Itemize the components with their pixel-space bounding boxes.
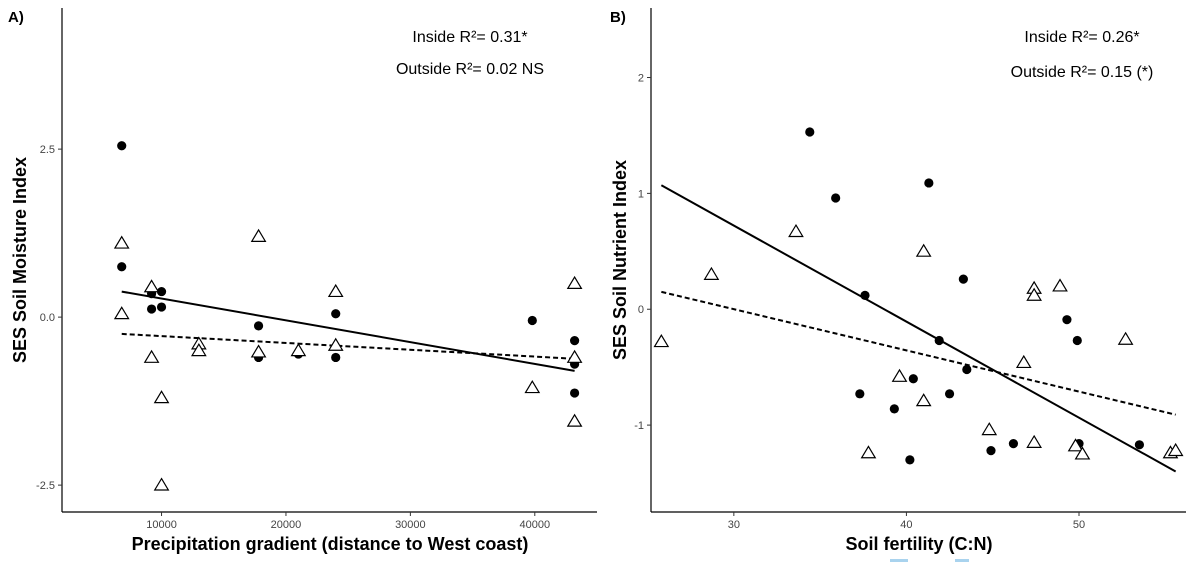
x-tick-label: 40: [900, 519, 912, 531]
panel-a-ticks: 10000 20000 30000 40000 -2.5 0.0 2.5: [36, 144, 550, 531]
fit-line-outside: [661, 290, 1176, 416]
panel-a-letter: A): [8, 9, 24, 26]
data-point-inside: [831, 193, 841, 203]
data-point-inside: [855, 389, 865, 399]
y-tick-label: 0.0: [40, 312, 55, 324]
panel-b-fit-lines: [660, 184, 1177, 473]
fit-line-outside: [121, 332, 575, 360]
decorative-mark: [955, 559, 969, 562]
panel-a-annotation-inside: Inside R²= 0.31*: [412, 29, 527, 46]
data-point-outside: [327, 283, 344, 298]
decorative-mark: [890, 559, 908, 562]
data-point-outside: [1026, 434, 1042, 448]
fit-line-inside: [660, 184, 1177, 473]
data-point-inside: [570, 388, 580, 398]
data-point-outside: [191, 343, 207, 357]
data-point-outside: [1117, 331, 1134, 345]
data-point-outside: [566, 349, 583, 363]
data-point-inside: [146, 304, 157, 314]
data-point-outside: [327, 337, 344, 351]
panel-a-points: [113, 141, 583, 491]
x-tick-label: 30000: [395, 519, 426, 531]
data-point-inside: [331, 352, 341, 363]
panel-b-annotation-inside: Inside R²= 0.26*: [1024, 29, 1139, 46]
data-point-outside: [981, 422, 998, 436]
y-tick-label: -1: [634, 420, 644, 432]
data-point-inside: [958, 274, 968, 284]
panel-b-annotation-outside: Outside R²= 0.15 (*): [1011, 64, 1154, 81]
data-point-outside: [891, 368, 908, 382]
data-point-inside: [156, 286, 167, 297]
data-point-outside: [915, 243, 932, 257]
x-tick-label: 10000: [146, 519, 177, 531]
data-point-outside: [153, 477, 170, 491]
panel-a: A) 10000 20000 30000 40000 -2.5 0.0 2.5 Inside…: [8, 8, 597, 554]
data-point-outside: [1067, 438, 1084, 452]
panel-a-y-axis-title: SES Soil Moisture Index: [10, 157, 30, 363]
data-point-outside: [143, 349, 160, 363]
data-point-inside: [860, 290, 870, 300]
data-point-outside: [653, 334, 670, 348]
data-point-outside: [1074, 446, 1091, 460]
y-tick-label: 1: [638, 188, 644, 200]
data-point-outside: [250, 228, 267, 242]
x-tick-label: 40000: [519, 519, 550, 531]
data-point-inside: [934, 335, 944, 346]
y-tick-label: 2: [638, 73, 644, 85]
data-point-inside: [156, 302, 167, 312]
data-point-outside: [153, 390, 170, 404]
fit-line-inside: [121, 290, 575, 372]
data-point-outside: [566, 413, 583, 427]
panel-b: B) 30 40 50 -1 0 1 2 Inside R²= 0.26* Outside …: [610, 8, 1186, 554]
data-point-inside: [331, 309, 341, 319]
data-point-outside: [1015, 354, 1032, 369]
y-tick-label: 2.5: [40, 144, 55, 156]
data-point-inside: [962, 364, 972, 375]
data-point-inside: [986, 445, 996, 456]
data-point-inside: [908, 374, 918, 384]
data-point-outside: [1026, 287, 1042, 301]
panel-b-letter: B): [610, 9, 626, 26]
data-point-outside: [113, 235, 130, 249]
data-point-inside: [253, 321, 264, 331]
panel-b-ticks: 30 40 50 -1 0 1 2: [634, 73, 1085, 531]
data-point-inside: [527, 315, 537, 326]
data-point-outside: [290, 343, 307, 357]
data-point-inside: [1134, 440, 1145, 450]
data-point-inside: [805, 127, 815, 137]
data-point-inside: [924, 178, 934, 188]
x-tick-label: 50: [1073, 519, 1085, 531]
data-point-inside: [1072, 335, 1082, 346]
panel-b-x-axis-title: Soil fertility (C:N): [846, 534, 993, 554]
data-point-outside: [143, 279, 160, 293]
y-tick-label: 0: [638, 304, 644, 316]
data-point-inside: [1008, 439, 1019, 449]
data-point-outside: [860, 445, 877, 459]
data-point-inside: [570, 336, 580, 346]
data-point-outside: [788, 223, 804, 238]
data-point-outside: [250, 344, 267, 358]
data-point-inside: [117, 141, 127, 151]
data-point-outside: [1052, 278, 1068, 292]
data-point-outside: [1167, 442, 1184, 457]
x-tick-label: 30: [728, 519, 740, 531]
data-point-outside: [566, 275, 583, 289]
data-point-inside: [944, 389, 955, 399]
y-tick-label: -2.5: [36, 480, 55, 492]
data-point-inside: [1062, 315, 1072, 325]
panel-a-x-axis-title: Precipitation gradient (distance to West…: [132, 534, 529, 554]
data-point-inside: [117, 262, 127, 272]
panel-b-y-axis-title: SES Soil Nutrient Index: [610, 160, 630, 360]
data-point-outside: [915, 393, 932, 407]
data-point-outside: [703, 266, 720, 280]
data-point-outside: [113, 306, 130, 320]
data-point-outside: [524, 380, 541, 394]
data-point-inside: [889, 404, 899, 414]
data-point-inside: [905, 455, 915, 465]
x-tick-label: 20000: [271, 519, 302, 531]
panel-a-annotation-outside: Outside R²= 0.02 NS: [396, 61, 544, 78]
panel-b-points: [653, 127, 1184, 465]
panel-a-fit-lines: [121, 290, 575, 372]
